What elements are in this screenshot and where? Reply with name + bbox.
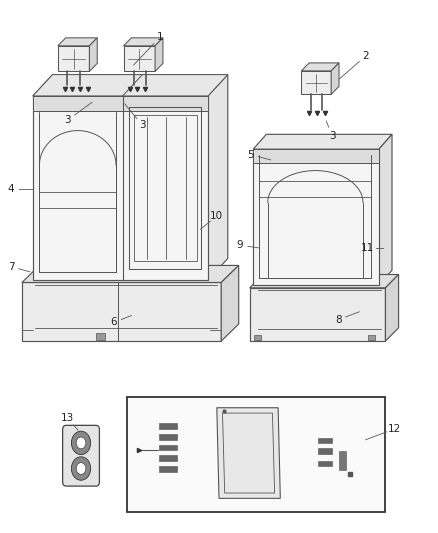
Polygon shape (253, 149, 379, 163)
Bar (96, 333, 105, 340)
Polygon shape (253, 134, 392, 149)
Polygon shape (301, 63, 339, 71)
FancyBboxPatch shape (63, 425, 99, 486)
Polygon shape (208, 75, 228, 280)
Text: 10: 10 (210, 211, 223, 221)
Text: 3: 3 (328, 131, 336, 141)
Text: 3: 3 (64, 115, 71, 125)
Bar (368, 335, 375, 340)
Bar (159, 434, 177, 440)
Polygon shape (385, 274, 399, 341)
Bar (127, 397, 385, 512)
Bar (318, 438, 332, 443)
Circle shape (76, 463, 86, 474)
Polygon shape (217, 408, 280, 498)
Polygon shape (58, 46, 89, 71)
Text: 3: 3 (139, 120, 146, 130)
Bar (159, 455, 177, 461)
Circle shape (71, 431, 91, 455)
Bar (318, 448, 332, 454)
Polygon shape (33, 96, 208, 111)
Text: 1: 1 (156, 33, 163, 42)
Polygon shape (22, 265, 239, 282)
Text: 5: 5 (247, 150, 254, 159)
Circle shape (76, 437, 86, 449)
Text: 12: 12 (388, 424, 401, 434)
Polygon shape (124, 38, 163, 46)
Text: 9: 9 (237, 240, 244, 250)
Polygon shape (250, 288, 385, 341)
Polygon shape (155, 38, 163, 71)
Circle shape (71, 457, 91, 480)
Polygon shape (89, 38, 97, 71)
Polygon shape (379, 134, 392, 285)
Bar (159, 445, 177, 450)
Polygon shape (58, 38, 97, 46)
Text: 13: 13 (61, 414, 74, 423)
Text: 8: 8 (335, 315, 342, 325)
Polygon shape (124, 46, 155, 71)
Polygon shape (301, 71, 331, 94)
Text: 7: 7 (7, 262, 14, 271)
Polygon shape (331, 63, 339, 94)
Polygon shape (221, 265, 239, 341)
Bar (159, 466, 177, 472)
Text: 6: 6 (110, 318, 117, 327)
Bar (318, 461, 332, 466)
Bar (254, 335, 261, 340)
Text: 4: 4 (7, 184, 14, 194)
Polygon shape (33, 75, 228, 96)
Polygon shape (22, 282, 221, 341)
Polygon shape (253, 149, 379, 285)
Polygon shape (250, 274, 399, 288)
Bar (339, 451, 346, 470)
Text: 11: 11 (361, 243, 374, 253)
Polygon shape (33, 75, 228, 96)
Bar (159, 423, 177, 429)
Text: 2: 2 (362, 51, 369, 61)
Polygon shape (33, 96, 208, 280)
